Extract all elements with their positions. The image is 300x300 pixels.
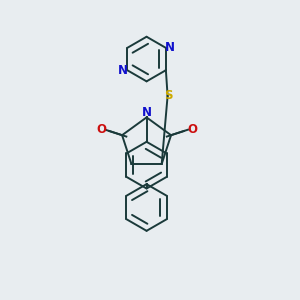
Text: S: S: [164, 89, 172, 102]
Text: N: N: [142, 106, 152, 119]
Text: O: O: [96, 123, 106, 136]
Text: N: N: [165, 41, 175, 54]
Text: N: N: [118, 64, 128, 77]
Text: O: O: [187, 123, 197, 136]
